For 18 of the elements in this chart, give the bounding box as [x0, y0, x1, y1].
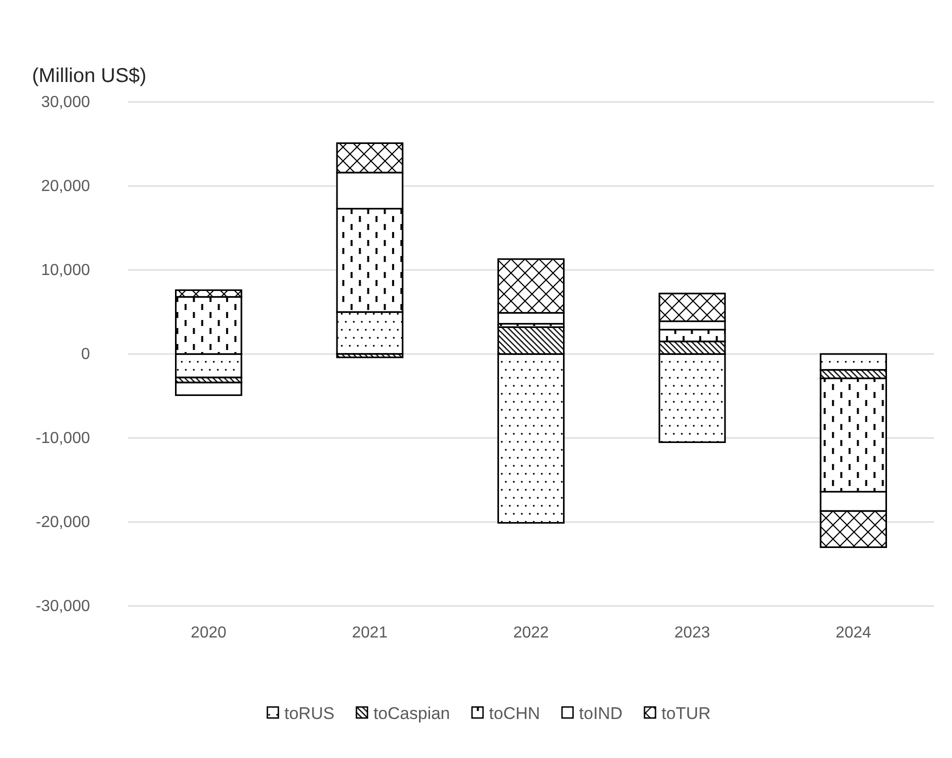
- x-tick-label: 2023: [674, 624, 710, 642]
- y-axis-title: (Million US$): [32, 65, 146, 87]
- y-tick-label: -30,000: [36, 598, 90, 616]
- legend-label: toIND: [579, 704, 622, 723]
- x-tick-label: 2022: [513, 624, 549, 642]
- y-tick-label: -20,000: [36, 514, 90, 532]
- y-tick-label: 20,000: [41, 178, 90, 196]
- legend-label: toRUS: [284, 704, 334, 723]
- y-tick-label: 10,000: [41, 262, 90, 280]
- y-tick-label: 30,000: [41, 94, 90, 112]
- y-tick-label: 0: [81, 346, 90, 364]
- legend-label: toCaspian: [373, 704, 450, 723]
- legend-label: toTUR: [662, 704, 711, 723]
- legend-label: toCHN: [489, 704, 540, 723]
- x-tick-label: 2020: [190, 624, 226, 642]
- x-tick-label: 2021: [352, 624, 388, 642]
- y-tick-label: -10,000: [36, 430, 90, 448]
- x-tick-label: 2024: [836, 624, 872, 642]
